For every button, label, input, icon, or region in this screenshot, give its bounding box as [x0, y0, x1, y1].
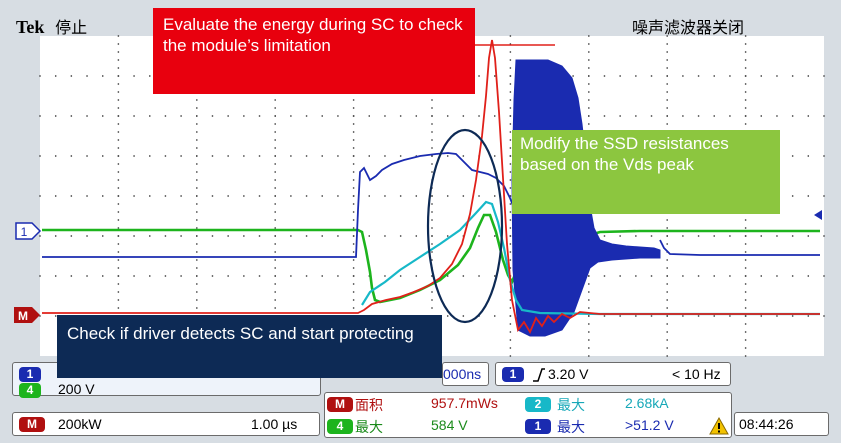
rising-edge-icon: [533, 368, 545, 382]
meas3-value: 584 V: [431, 417, 468, 433]
vds-peak-ellipse: [426, 128, 504, 324]
run-state: 停止: [55, 18, 88, 37]
ch2-waveform: [361, 200, 820, 316]
ch4-scale: 200 V: [58, 381, 95, 397]
meas1-chip[interactable]: M: [327, 397, 353, 412]
warning-icon: [709, 417, 729, 435]
svg-text:M: M: [18, 309, 28, 323]
ch1-chip[interactable]: 1: [19, 367, 41, 382]
meas1-label: 面积: [355, 398, 383, 414]
time-per-division: 1.00 µs: [251, 416, 298, 432]
measurements-panel[interactable]: M 面积 957.7mWs 4 最大 584 V 2 最大 2.68kA 1 最…: [324, 392, 732, 438]
ch4-chip[interactable]: 4: [19, 383, 41, 398]
ssd-annotation: Modify the SSD resistances based on the …: [512, 130, 780, 214]
math-chip[interactable]: M: [19, 417, 45, 432]
meas2-chip[interactable]: 2: [525, 397, 551, 412]
clock-panel: 08:44:26: [734, 412, 829, 436]
driver-annotation: Check if driver detects SC and start pro…: [57, 315, 442, 378]
horizontal-position-value: 000ns: [443, 366, 482, 382]
math-waveform: [42, 39, 820, 334]
noise-filter-status: 噪声滤波器关闭: [632, 18, 745, 37]
trigger-level-marker[interactable]: [814, 210, 822, 220]
meas4-chip[interactable]: 1: [525, 419, 551, 434]
brand-status: Tek 停止: [16, 14, 87, 38]
trigger-panel[interactable]: 1 3.20 V < 10 Hz: [495, 362, 731, 386]
ch1-tail: [659, 239, 820, 256]
math-marker[interactable]: M: [14, 307, 40, 323]
meas4-value: >51.2 V: [625, 417, 674, 433]
clock: 08:44:26: [739, 416, 794, 432]
horizontal-position[interactable]: 000ns: [442, 362, 489, 386]
ch1-marker[interactable]: 1: [15, 222, 42, 240]
trigger-source-chip[interactable]: 1: [502, 367, 524, 382]
trigger-level: 3.20 V: [548, 366, 589, 382]
meas1-value: 957.7mWs: [431, 395, 498, 411]
meas2-label: 最大: [557, 398, 585, 414]
meas2-value: 2.68kA: [625, 395, 669, 411]
meas3-label: 最大: [355, 420, 383, 436]
math-scale: 200kW: [58, 416, 102, 432]
meas4-label: 最大: [557, 420, 585, 436]
trigger-frequency: < 10 Hz: [672, 366, 721, 382]
math-scale-panel[interactable]: M 200kW 1.00 µs: [12, 412, 320, 436]
svg-text:1: 1: [21, 225, 28, 239]
ch1-waveform: [42, 152, 515, 258]
brand-logo: Tek: [16, 17, 45, 37]
meas3-chip[interactable]: 4: [327, 419, 353, 434]
energy-annotation: Evaluate the energy during SC to check t…: [153, 8, 475, 94]
